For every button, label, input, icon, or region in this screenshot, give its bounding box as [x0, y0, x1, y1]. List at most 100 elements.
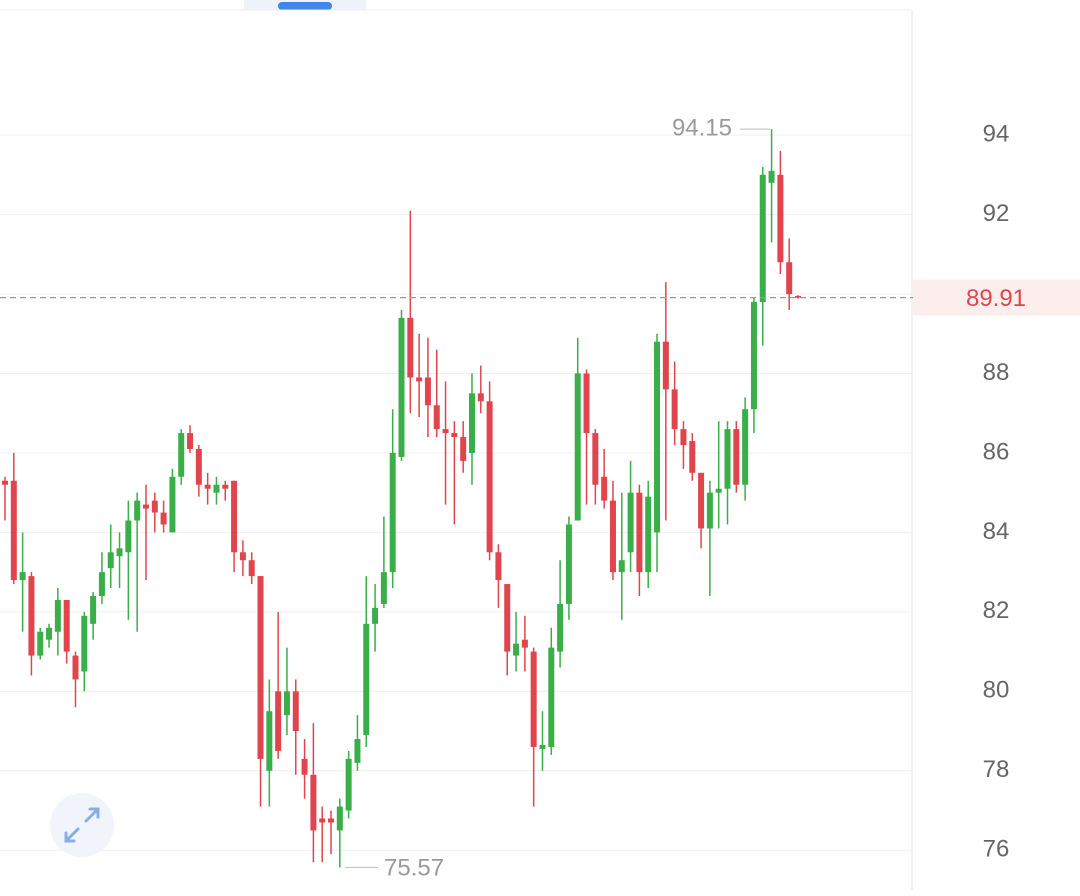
candle-body [90, 595, 97, 624]
candle-body [72, 655, 79, 680]
candle-body [283, 691, 290, 716]
candle-body [495, 552, 502, 581]
candle-body [671, 389, 678, 430]
y-tick-label: 76 [983, 836, 1010, 863]
candle-body [310, 774, 317, 831]
candle-body [433, 405, 440, 430]
candle-body [451, 433, 458, 438]
candle-body [222, 484, 229, 489]
candle-body [565, 524, 572, 604]
max-label: 94.15 [672, 114, 732, 141]
expand-button-bg[interactable] [50, 793, 114, 857]
candle-body [407, 317, 414, 378]
candle-body [513, 643, 520, 656]
candle-body [54, 599, 61, 632]
candle-body [424, 377, 431, 406]
min-label: 75.57 [384, 855, 444, 882]
candle-body [319, 818, 326, 823]
candle-body [195, 448, 202, 485]
candle-body [706, 492, 713, 529]
candle-body [363, 623, 370, 736]
tab-indicator[interactable] [278, 2, 332, 10]
candle-body [354, 739, 361, 763]
y-tick-label: 84 [983, 518, 1010, 545]
candle-body [627, 492, 634, 553]
y-tick-label: 94 [983, 120, 1010, 147]
candle-body [715, 488, 722, 493]
candle-body [336, 806, 343, 831]
candle-body [125, 520, 132, 553]
expand-icon[interactable] [64, 807, 100, 843]
candle-body [116, 548, 123, 557]
y-tick-label: 86 [983, 438, 1010, 465]
candle-body [169, 476, 176, 533]
candle-body [213, 484, 220, 493]
candles [2, 129, 801, 868]
last-price-tag [913, 279, 1080, 316]
candle-body [292, 691, 299, 732]
candle-body [328, 818, 335, 823]
candle-body [10, 480, 17, 581]
candle-body [662, 341, 669, 390]
candle-body [248, 560, 255, 577]
candle-body [618, 560, 625, 573]
candle-body [574, 373, 581, 521]
candle-body [530, 651, 537, 747]
candle-body [777, 174, 784, 263]
candle-body [398, 317, 405, 457]
last-price-label: 89.91 [966, 285, 1026, 312]
candle-body [266, 711, 273, 771]
candle-body [698, 472, 705, 529]
expand-button[interactable] [50, 793, 114, 857]
candle-body [477, 393, 484, 402]
candle-body [442, 429, 449, 434]
candle-body [81, 615, 88, 672]
candle-body [504, 584, 511, 652]
candle-body [28, 576, 35, 656]
candle-body [389, 452, 396, 573]
candle-body [2, 480, 8, 485]
candle-body [301, 758, 308, 775]
candle-body [204, 484, 211, 489]
candle-body [750, 301, 757, 410]
candle-body [37, 631, 44, 656]
candle-body [742, 409, 749, 485]
candle-body [151, 500, 158, 513]
overlays: 89.91 94.15 75.57 [0, 114, 1080, 882]
candle-body [645, 496, 652, 573]
y-tick-label: 92 [983, 200, 1010, 227]
candle-body [239, 552, 246, 561]
candle-body [609, 500, 616, 573]
candle-body [557, 603, 564, 652]
candle-body [724, 429, 731, 489]
candle-body [142, 504, 149, 509]
y-tick-label: 82 [983, 597, 1010, 624]
candle-body [275, 691, 282, 751]
candle-body [539, 744, 546, 749]
candle-body [521, 639, 528, 648]
y-tick-label: 78 [983, 756, 1010, 783]
candle-body [548, 647, 555, 747]
candle-body [19, 572, 26, 581]
candle-body [680, 429, 687, 445]
candle-body [636, 492, 643, 573]
candle-body [372, 607, 379, 624]
candle-body [187, 433, 194, 449]
candle-body [380, 572, 387, 604]
candle-body [733, 429, 740, 485]
candle-body [178, 433, 185, 477]
candle-body [416, 377, 423, 382]
candle-body [654, 341, 661, 533]
candle-body [768, 170, 775, 183]
candle-body [46, 627, 53, 640]
candle-body [134, 500, 141, 521]
candle-body [460, 437, 467, 461]
candle-body [468, 393, 475, 453]
candle-body [601, 476, 608, 501]
candle-body [592, 433, 599, 485]
candle-body [786, 262, 793, 295]
y-tick-label: 80 [983, 677, 1010, 704]
grid: 76788082848688909294 [0, 120, 1010, 863]
candle-body [795, 296, 801, 298]
